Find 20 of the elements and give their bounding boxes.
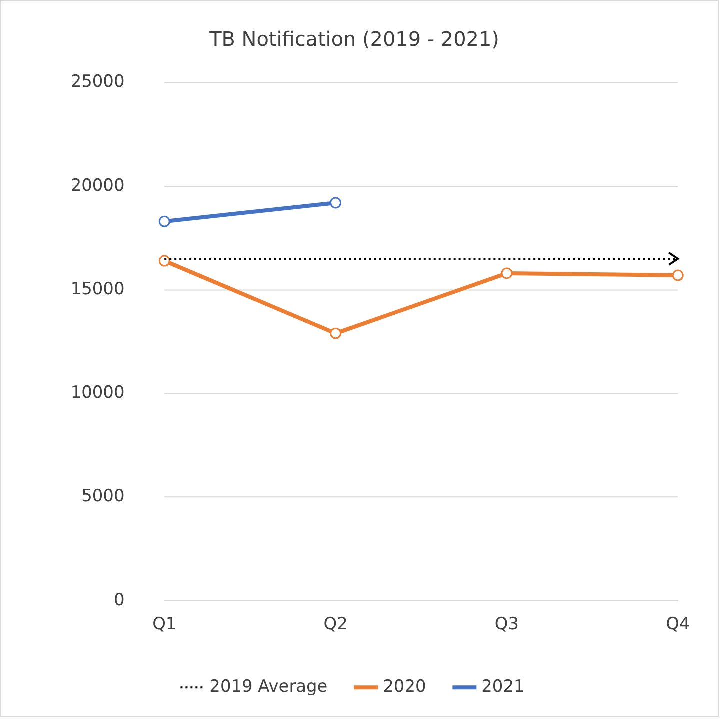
y-tick-label: 15000 xyxy=(70,278,125,298)
legend-label: 2019 Average xyxy=(210,676,328,696)
y-tick-label: 0 xyxy=(114,589,125,610)
x-tick-label: Q1 xyxy=(152,613,177,634)
y-tick-label: 20000 xyxy=(70,174,125,195)
legend-label: 2020 xyxy=(383,676,426,696)
point xyxy=(501,268,513,280)
y-tick-label: 10000 xyxy=(70,382,125,402)
x-tick-label: Q2 xyxy=(324,613,348,634)
legend-label: 2021 xyxy=(482,676,525,696)
point xyxy=(330,328,342,340)
x-tick-label: Q3 xyxy=(494,613,520,634)
point xyxy=(158,255,170,267)
point xyxy=(158,216,170,228)
point xyxy=(672,270,684,282)
chart-title: TB Notification (2019 - 2021) xyxy=(208,27,500,52)
x-tick-label: Q4 xyxy=(666,613,690,634)
y-tick-label: 25000 xyxy=(70,71,125,92)
y-tick-label: 5000 xyxy=(82,486,125,506)
point xyxy=(330,197,342,209)
